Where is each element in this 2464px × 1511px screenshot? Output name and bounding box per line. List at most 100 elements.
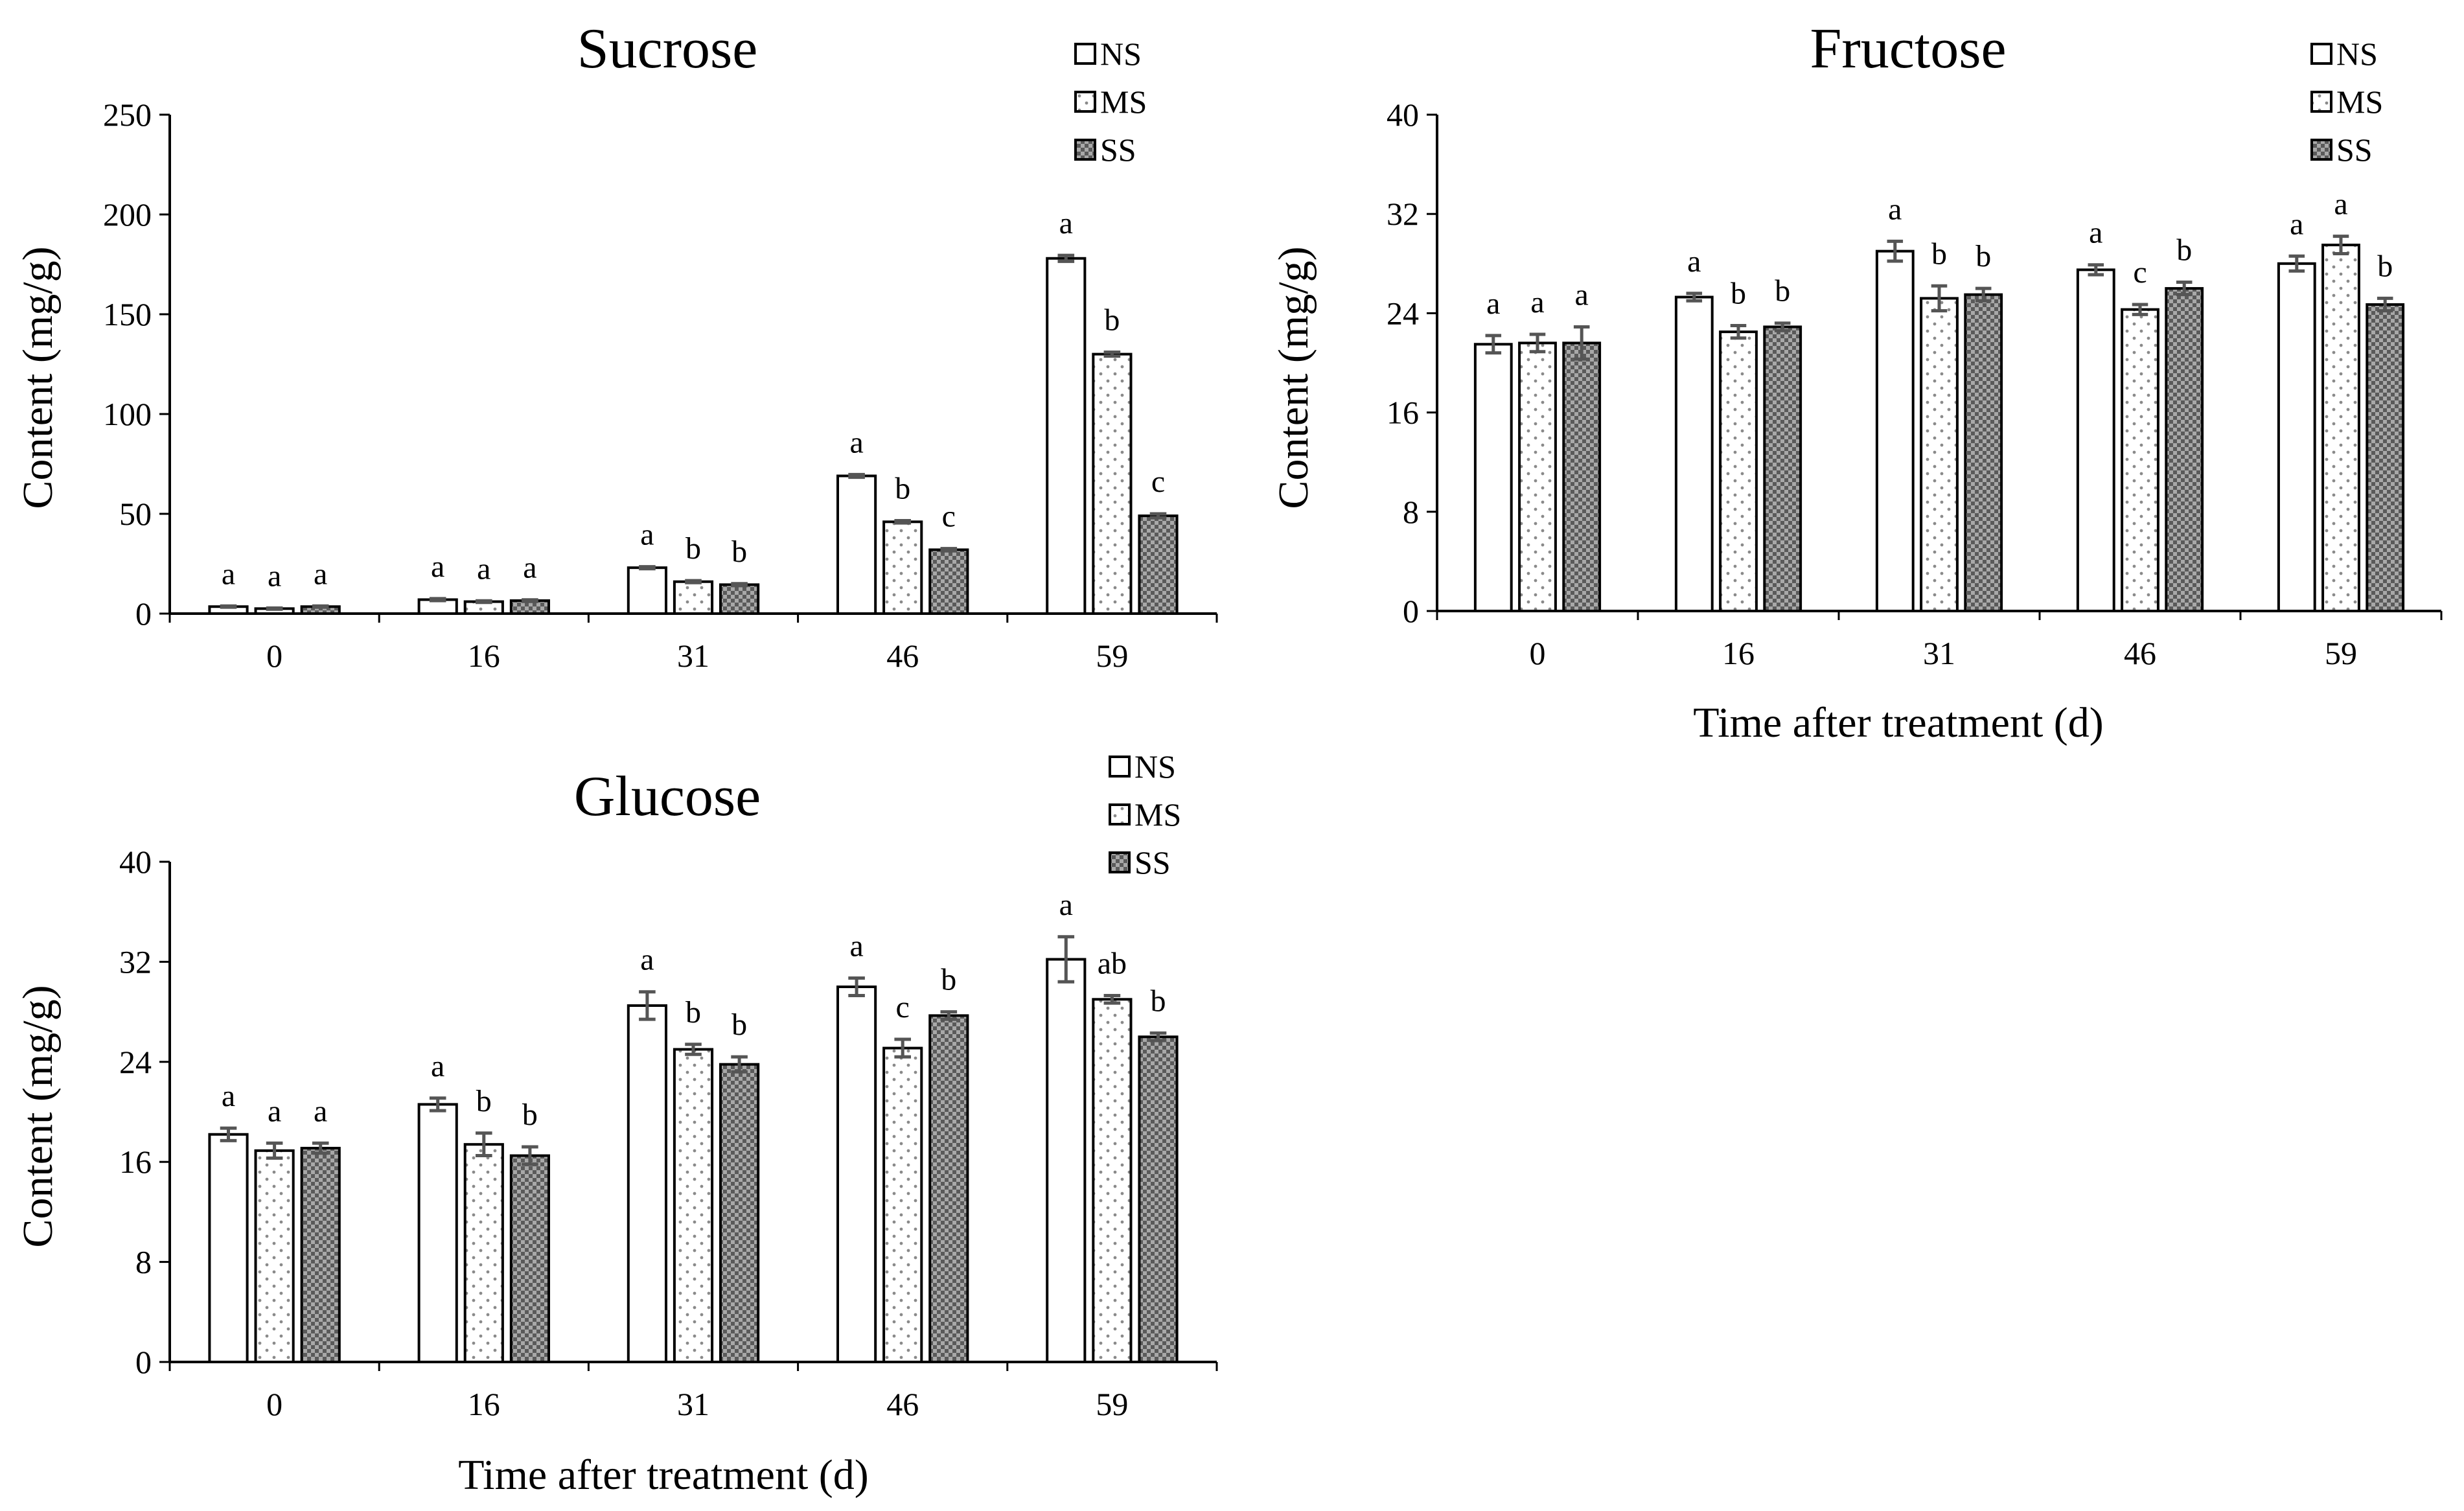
x-tick-label: 59 (1096, 1386, 1128, 1422)
bar-ns (836, 986, 877, 1363)
legend-swatch-ms (2310, 91, 2332, 113)
legend: NS MS SS (1074, 36, 1147, 168)
significance-label: a (2290, 207, 2303, 241)
bar-ms (254, 1149, 295, 1363)
bar-ns (1046, 958, 1087, 1364)
x-tick-label: 0 (1530, 635, 1546, 671)
bar-ns (208, 1133, 249, 1363)
significance-label: b (1151, 984, 1166, 1018)
y-tick-label: 16 (119, 1144, 152, 1180)
y-tick-label: 32 (119, 943, 152, 980)
significance-label: ab (1098, 947, 1127, 981)
significance-label: b (1775, 274, 1790, 308)
y-tick-label: 0 (135, 595, 152, 632)
bar-ms (1092, 352, 1133, 615)
bar-ss (1138, 514, 1179, 616)
significance-label: b (1731, 277, 1746, 311)
significance-label: b (2176, 233, 2192, 268)
significance-label: b (522, 1098, 538, 1132)
significance-label: a (477, 551, 490, 586)
bar-ss (719, 1063, 760, 1364)
significance-label: c (1151, 465, 1165, 499)
bar-ms (2121, 308, 2159, 612)
y-tick-label: 24 (1387, 295, 1419, 331)
significance-label: b (685, 531, 701, 566)
y-tick-label: 0 (135, 1344, 152, 1380)
bar-ms (1920, 297, 1959, 612)
bar-ms (1092, 998, 1133, 1364)
x-tick-label: 31 (1923, 635, 1955, 671)
chart-title: Sucrose (577, 17, 758, 80)
x-axis-label: Time after treatment (d) (1693, 699, 2104, 746)
significance-label: a (523, 551, 536, 585)
significance-label: c (942, 500, 956, 534)
significance-label: a (1486, 286, 1500, 321)
significance-label: a (1575, 277, 1589, 312)
x-tick-label: 46 (2124, 635, 2156, 671)
bar-ss (1763, 325, 1802, 612)
bar-ns (2076, 268, 2115, 612)
significance-label: c (2133, 255, 2147, 290)
bar-ns (417, 1103, 458, 1364)
x-tick-label: 31 (677, 1386, 709, 1422)
legend-label-ss: SS (1100, 132, 1136, 168)
significance-label: a (268, 1094, 281, 1128)
legend-label-ss: SS (2336, 132, 2373, 168)
significance-label: a (640, 518, 654, 552)
bar-ss (719, 583, 760, 616)
x-axis-label: Time after treatment (d) (458, 1451, 869, 1499)
bar-ns (1875, 249, 1915, 612)
y-tick-label: 8 (1403, 494, 1419, 530)
y-tick-label: 0 (1403, 593, 1419, 629)
significance-label: b (1975, 239, 1991, 273)
significance-label: b (731, 535, 747, 569)
x-tick-label: 46 (886, 1386, 919, 1422)
significance-label: a (314, 557, 327, 591)
significance-label: b (941, 963, 956, 997)
bar-ss (509, 1154, 550, 1364)
bar-ms (882, 520, 923, 615)
y-tick-label: 24 (119, 1044, 152, 1080)
x-tick-label: 0 (266, 1386, 282, 1422)
significance-label: b (731, 1008, 747, 1042)
sucrose-chart: Sucrose Content (mg/g) 0 50 100 150 200 250 0 1… (14, 17, 1218, 674)
bar-ns (627, 566, 667, 615)
y-tick-label: 50 (119, 496, 152, 532)
significance-label: c (896, 990, 910, 1024)
y-axis-label: Content (mg/g) (14, 985, 62, 1247)
legend: NS MS SS (2310, 36, 2383, 168)
x-tick-label: 16 (468, 638, 500, 674)
x-tick-label: 31 (677, 638, 709, 674)
bar-ss (928, 1014, 969, 1363)
y-tick-label: 8 (135, 1244, 152, 1280)
significance-label: a (222, 557, 235, 591)
bar-ms (2321, 244, 2360, 612)
bar-ss (2165, 287, 2204, 612)
y-axis-label: Content (mg/g) (1270, 246, 1317, 509)
significance-label: b (1104, 303, 1120, 338)
significance-label: a (849, 425, 863, 459)
bar-ss (928, 548, 969, 615)
y-tick-label: 100 (103, 396, 152, 432)
legend-label-ns: NS (2336, 36, 2378, 72)
bar-ss (1138, 1035, 1179, 1363)
significance-label: a (1530, 285, 1544, 319)
bar-ms (882, 1046, 923, 1363)
significance-label: a (314, 1094, 327, 1128)
bar-ns (2277, 262, 2316, 612)
significance-label: a (2089, 216, 2102, 250)
significance-label: a (431, 549, 444, 584)
bar-ns (836, 474, 877, 615)
significance-label: a (640, 943, 654, 977)
bar-ns (1046, 257, 1087, 615)
y-tick-label: 250 (103, 97, 152, 133)
bar-ms (1518, 341, 1557, 612)
bar-ss (1964, 293, 2003, 612)
significance-label: b (476, 1084, 492, 1118)
chart-title: Fructose (1810, 17, 2006, 80)
x-tick-label: 59 (1096, 638, 1128, 674)
legend-swatch-ms (1109, 803, 1131, 825)
y-tick-label: 150 (103, 296, 152, 332)
